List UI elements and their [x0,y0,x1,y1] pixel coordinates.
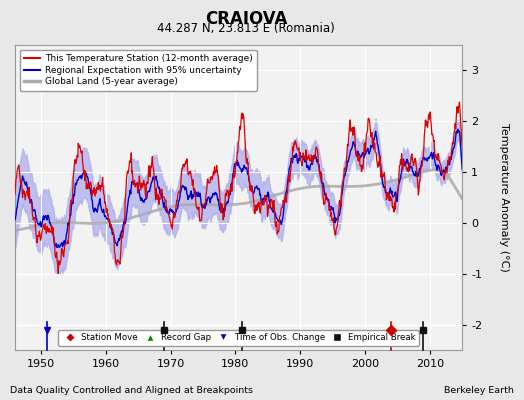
Legend: Station Move, Record Gap, Time of Obs. Change, Empirical Break: Station Move, Record Gap, Time of Obs. C… [58,330,419,346]
Text: Berkeley Earth: Berkeley Earth [444,386,514,395]
Text: 44.287 N, 23.813 E (Romania): 44.287 N, 23.813 E (Romania) [157,22,335,35]
Y-axis label: Temperature Anomaly (°C): Temperature Anomaly (°C) [499,123,509,272]
Text: CRAIOVA: CRAIOVA [205,10,288,28]
Text: Data Quality Controlled and Aligned at Breakpoints: Data Quality Controlled and Aligned at B… [10,386,254,395]
